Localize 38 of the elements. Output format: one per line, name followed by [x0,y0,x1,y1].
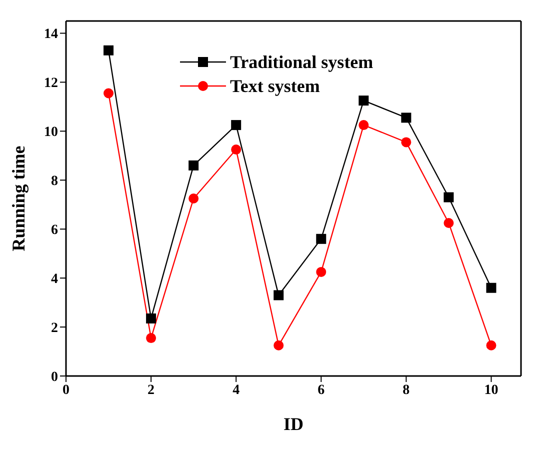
point [358,96,369,106]
x-tick-label: 8 [402,382,410,398]
point [401,137,412,148]
point [231,120,242,130]
x-tick-label: 0 [62,382,70,398]
x-tick-label: 10 [484,382,498,398]
point [444,192,454,202]
x-axis-title: ID [283,414,304,434]
point [146,313,156,324]
point [274,290,284,300]
point [104,45,114,56]
y-tick-label: 6 [51,223,58,238]
point [274,340,284,350]
point [316,266,326,277]
point [188,160,199,170]
y-tick-label: 12 [44,76,58,92]
point [401,112,412,123]
x-tick-label: 2 [148,382,155,398]
x-tick-label: 4 [232,382,240,398]
point [231,144,242,155]
point [146,333,156,344]
point [486,282,496,293]
point [316,234,326,244]
y-tick-label: 4 [51,272,58,288]
y-tick-label: 2 [51,321,58,336]
legend-label: Text system [230,76,320,96]
x-tick-label: 6 [318,382,325,398]
point [358,120,369,130]
y-tick-label: 10 [44,125,58,140]
y-tick-label: 8 [51,174,58,190]
point [188,194,199,204]
legend-label: Traditional system [230,52,374,72]
y-tick-label: 14 [44,27,58,42]
y-tick-label: 0 [51,370,58,385]
point [444,218,454,228]
y-axis-title: Running time [8,146,28,252]
point [104,88,114,98]
point [486,340,496,350]
